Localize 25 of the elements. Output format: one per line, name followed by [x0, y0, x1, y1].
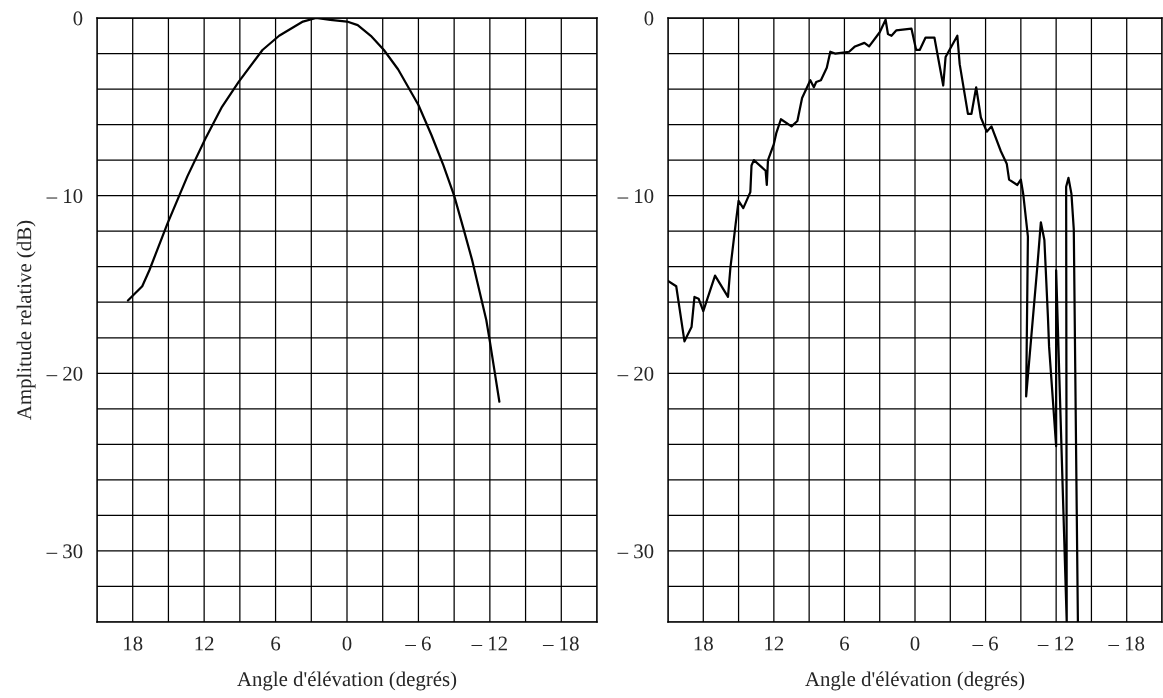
x-tick-label: 0 — [342, 636, 352, 651]
x-axis-title: Angle d'élévation (degrés) — [805, 671, 1025, 691]
y-tick-label: – 20 — [617, 366, 654, 381]
x-tick-label: – 12 — [471, 636, 507, 651]
y-tick-label: – 30 — [46, 544, 83, 559]
y-tick-label: – 10 — [46, 189, 83, 204]
y-tick-label: – 20 — [46, 366, 83, 381]
y-tick-label: – 30 — [617, 544, 654, 559]
x-tick-label: 0 — [910, 636, 920, 651]
x-tick-label: – 18 — [1108, 636, 1145, 651]
x-tick-label: – 18 — [542, 636, 579, 651]
x-tick-label: – 6 — [972, 636, 998, 651]
y-tick-label: 0 — [73, 11, 83, 26]
x-tick-label: – 12 — [1037, 636, 1074, 651]
y-axis-title: Amplitude relative (dB) — [16, 220, 36, 420]
x-tick-label: 18 — [694, 636, 713, 651]
x-tick-label: – 6 — [405, 636, 431, 651]
y-tick-label: 0 — [644, 11, 654, 26]
x-tick-label: 6 — [271, 636, 281, 651]
x-tick-label: 6 — [840, 636, 850, 651]
x-tick-label: 12 — [765, 636, 784, 651]
x-tick-label: 12 — [195, 636, 214, 651]
x-axis-title: Angle d'élévation (degrés) — [237, 671, 457, 691]
x-tick-label: 18 — [124, 636, 143, 651]
y-tick-label: – 10 — [617, 189, 654, 204]
